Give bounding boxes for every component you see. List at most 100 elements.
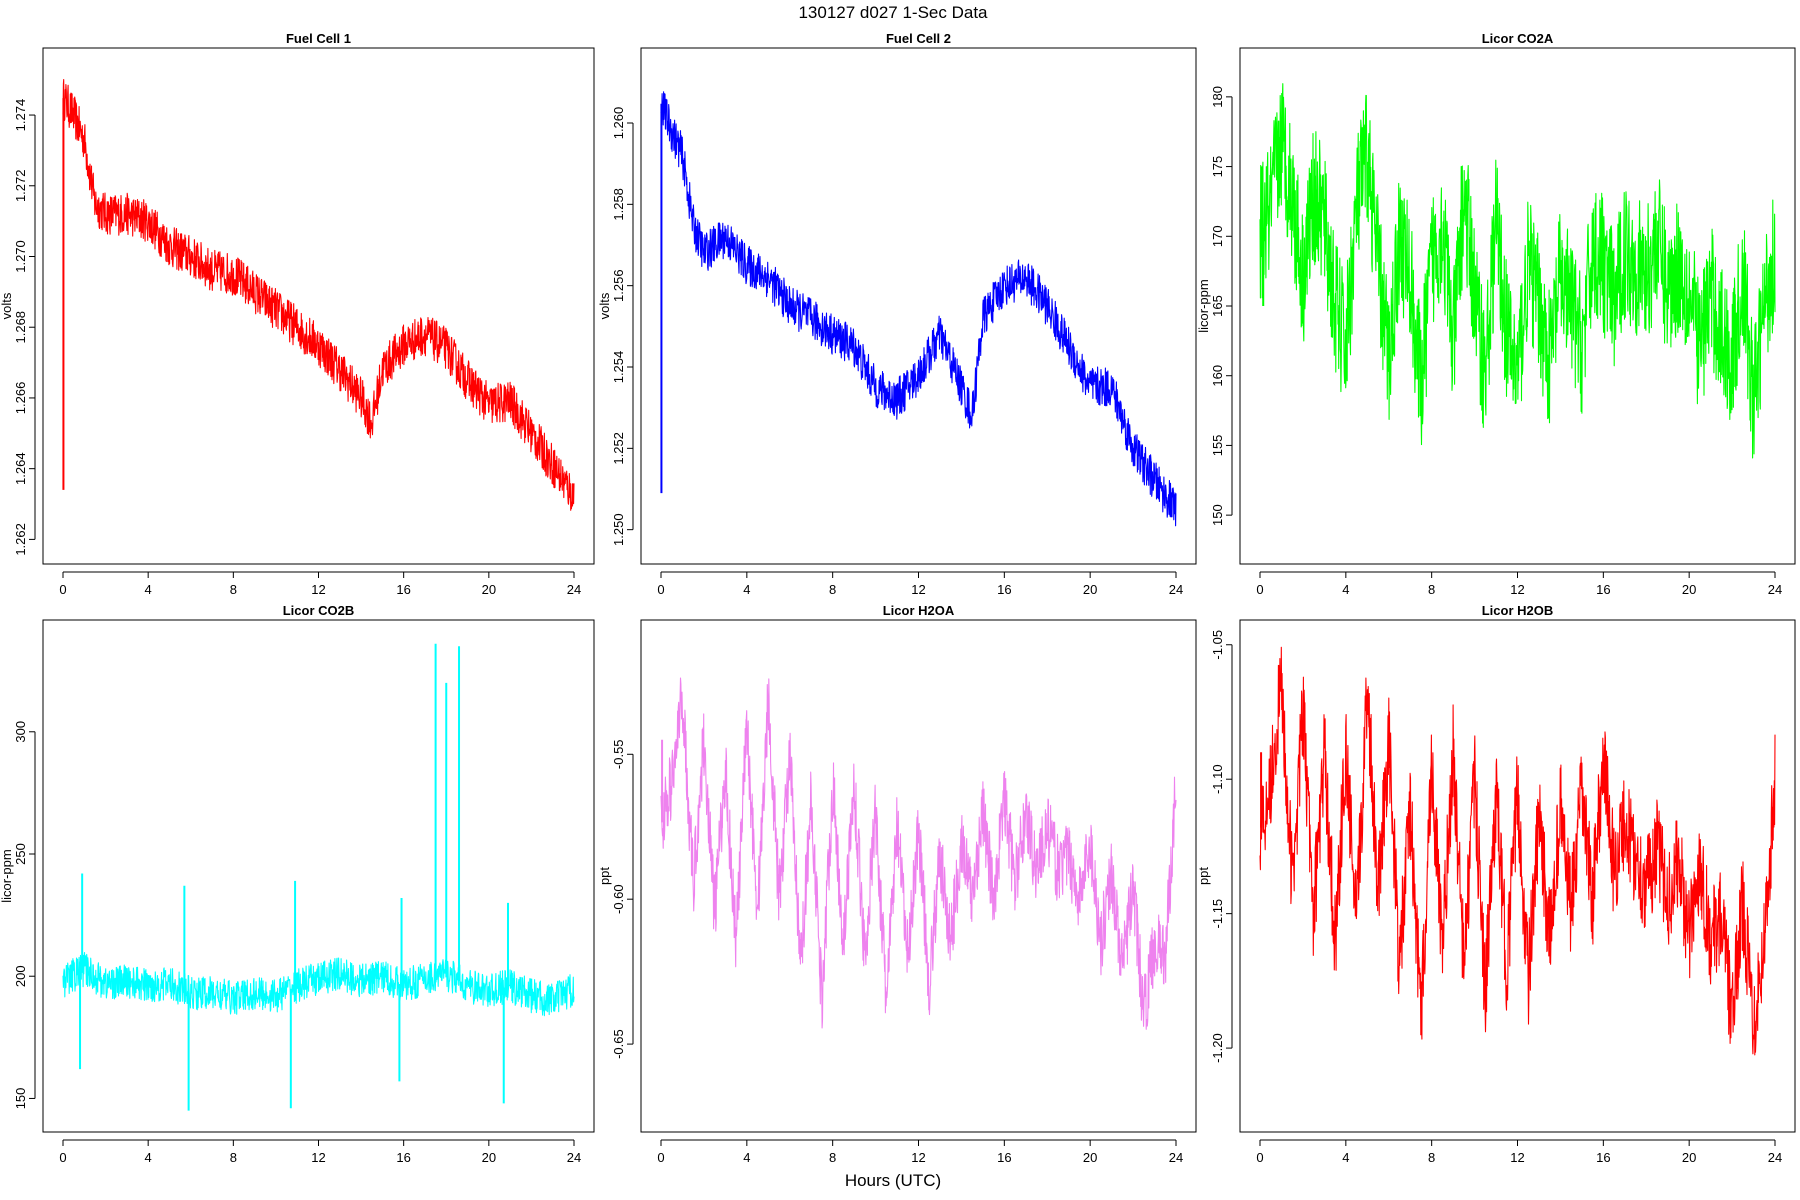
x-tick-label: 16: [1596, 582, 1610, 597]
y-tick-label: 180: [1210, 86, 1225, 108]
x-tick-label: 0: [59, 1150, 66, 1165]
x-tick-label: 24: [1768, 582, 1782, 597]
y-tick-label: 1.272: [13, 169, 28, 202]
series-line: [660, 91, 1177, 527]
x-tick-label: 12: [311, 582, 325, 597]
y-tick-label: 170: [1210, 225, 1225, 247]
x-tick-label: 4: [1342, 582, 1349, 597]
y-axis-label: volts: [0, 292, 14, 319]
y-tick-label: 1.256: [611, 269, 626, 302]
y-axis-label: ppt: [597, 867, 612, 885]
y-tick-label: 1.264: [13, 452, 28, 485]
chart-title: Licor CO2A: [1482, 31, 1554, 46]
chart-panel: Fuel Cell 1 volts 0 4 8 12 16 20 24 1.262 1.264 1.2…: [0, 31, 595, 597]
y-tick-label: 175: [1210, 156, 1225, 178]
y-tick-label: 1.274: [13, 99, 28, 132]
y-tick-label: 165: [1210, 295, 1225, 317]
y-axis-label: licor-ppm: [0, 849, 14, 902]
panels: Fuel Cell 1 volts 0 4 8 12 16 20 24 1.262 1.264 1.2…: [0, 31, 1796, 1165]
y-tick-label: 1.254: [611, 351, 626, 384]
plot-frame: [42, 47, 595, 565]
x-tick-label: 4: [145, 582, 152, 597]
series-line: [1259, 646, 1776, 1056]
y-tick-label: 150: [1210, 504, 1225, 526]
series-line: [1259, 83, 1776, 459]
y-tick-label: -0.65: [611, 1029, 626, 1059]
plot-frame: [1239, 619, 1796, 1133]
y-tick-label: -0.55: [611, 739, 626, 769]
plot-frame: [640, 619, 1197, 1133]
x-tick-label: 4: [743, 582, 750, 597]
x-tick-label: 12: [911, 1150, 925, 1165]
chart-panel: Licor H2OA ppt 0 4 8 12 16 20 24 -0.65 -0.60 -0.55: [597, 603, 1197, 1165]
chart-title: Licor H2OA: [883, 603, 955, 618]
x-tick-label: 16: [396, 582, 410, 597]
x-tick-label: 12: [1510, 1150, 1524, 1165]
x-tick-label: 8: [230, 582, 237, 597]
x-tick-label: 20: [1682, 582, 1696, 597]
x-tick-label: 4: [1342, 1150, 1349, 1165]
x-tick-label: 0: [1256, 1150, 1263, 1165]
figure-title: 130127 d027 1-Sec Data: [798, 3, 988, 22]
x-tick-label: 4: [743, 1150, 750, 1165]
chart-title: Licor CO2B: [283, 603, 355, 618]
y-tick-label: 150: [13, 1088, 28, 1110]
x-tick-label: 0: [1256, 582, 1263, 597]
x-tick-label: 0: [59, 582, 66, 597]
x-tick-label: 12: [911, 582, 925, 597]
x-tick-label: 16: [396, 1150, 410, 1165]
y-tick-label: 250: [13, 843, 28, 865]
y-axis-label: volts: [597, 292, 612, 319]
x-tick-label: 16: [1596, 1150, 1610, 1165]
x-tick-label: 20: [482, 1150, 496, 1165]
x-tick-label: 8: [1428, 582, 1435, 597]
chart-title: Fuel Cell 2: [886, 31, 951, 46]
figure-x-axis-label: Hours (UTC): [845, 1171, 941, 1190]
y-tick-label: 155: [1210, 435, 1225, 457]
x-tick-label: 12: [311, 1150, 325, 1165]
y-tick-label: -1.05: [1210, 630, 1225, 660]
x-tick-label: 12: [1510, 582, 1524, 597]
chart-title: Licor H2OB: [1482, 603, 1554, 618]
x-tick-label: 24: [567, 1150, 581, 1165]
chart-title: Fuel Cell 1: [286, 31, 351, 46]
chart-panel: Licor CO2A licor-ppm 0 4 8 12 16 20 24 150 155 160 1…: [1196, 31, 1796, 597]
y-axis-label: licor-ppm: [1196, 279, 1211, 332]
chart-panel: Fuel Cell 2 volts 0 4 8 12 16 20 24 1.250 1.252 1.2…: [597, 31, 1197, 597]
x-tick-label: 16: [997, 1150, 1011, 1165]
plot-frame: [42, 619, 595, 1133]
y-tick-label: -1.20: [1210, 1033, 1225, 1063]
y-tick-label: 1.262: [13, 523, 28, 556]
x-tick-label: 0: [657, 582, 664, 597]
x-tick-label: 24: [1169, 1150, 1183, 1165]
y-tick-label: -1.15: [1210, 899, 1225, 929]
series-line: [62, 952, 575, 1017]
x-tick-label: 24: [1169, 582, 1183, 597]
y-tick-label: 200: [13, 965, 28, 987]
plot-frame: [1239, 47, 1796, 565]
x-tick-label: 8: [829, 1150, 836, 1165]
x-tick-label: 8: [230, 1150, 237, 1165]
x-tick-label: 0: [657, 1150, 664, 1165]
series-line: [62, 79, 575, 511]
y-tick-label: 1.258: [611, 188, 626, 221]
x-tick-label: 16: [997, 582, 1011, 597]
y-tick-label: 300: [13, 721, 28, 743]
y-tick-label: 1.252: [611, 432, 626, 465]
x-tick-label: 20: [1682, 1150, 1696, 1165]
x-tick-label: 24: [567, 582, 581, 597]
x-tick-label: 20: [1083, 1150, 1097, 1165]
x-tick-label: 8: [829, 582, 836, 597]
x-tick-label: 8: [1428, 1150, 1435, 1165]
y-tick-label: -0.60: [611, 884, 626, 914]
y-tick-label: 1.270: [13, 240, 28, 273]
x-tick-label: 24: [1768, 1150, 1782, 1165]
chart-panel: Licor H2OB ppt 0 4 8 12 16 20 24 -1.20 -1.15 -1.10 -…: [1196, 603, 1796, 1165]
y-tick-label: 160: [1210, 365, 1225, 387]
x-tick-label: 20: [1083, 582, 1097, 597]
series-line: [660, 677, 1177, 1030]
y-tick-label: -1.10: [1210, 764, 1225, 794]
y-axis-label: ppt: [1196, 867, 1211, 885]
y-tick-label: 1.260: [611, 107, 626, 140]
